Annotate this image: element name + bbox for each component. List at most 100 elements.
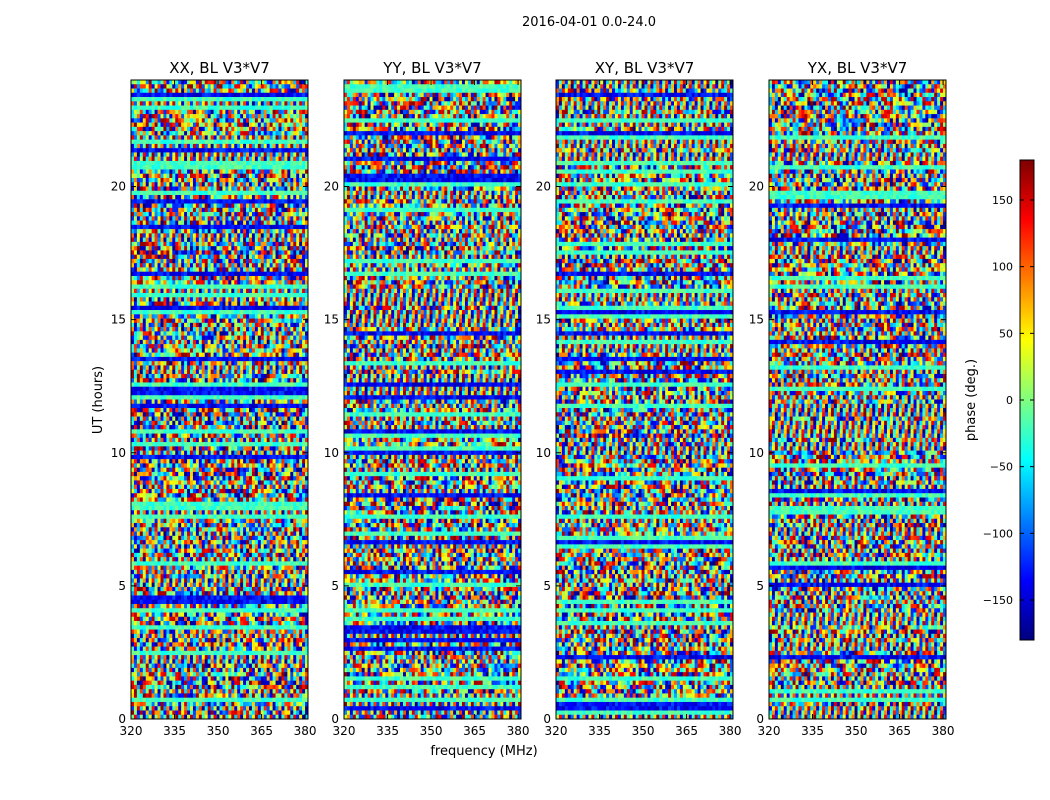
heatmap-cell <box>181 348 184 353</box>
heatmap-cell <box>299 216 302 221</box>
heatmap-cell <box>217 314 220 319</box>
heatmap-cell <box>281 267 284 272</box>
heatmap-cell <box>146 267 149 272</box>
heatmap-cell <box>137 80 140 85</box>
heatmap-cell <box>134 195 137 200</box>
heatmap-cell <box>234 391 237 396</box>
heatmap-cell <box>214 182 217 187</box>
heatmap-cell <box>140 178 143 183</box>
heatmap-cell <box>152 417 155 422</box>
heatmap-cell <box>178 144 181 149</box>
heatmap-cell <box>287 353 290 358</box>
heatmap-cell <box>217 165 220 170</box>
heatmap-cell <box>258 353 261 358</box>
heatmap-cell <box>290 378 293 383</box>
heatmap-cell <box>237 110 240 115</box>
heatmap-cell <box>181 148 184 153</box>
heatmap-cell <box>270 144 273 149</box>
heatmap-cell <box>166 272 169 277</box>
heatmap-cell <box>264 348 267 353</box>
heatmap-cell <box>187 221 190 226</box>
heatmap-cell <box>166 387 169 392</box>
heatmap-cell <box>296 378 299 383</box>
heatmap-cell <box>246 306 249 311</box>
heatmap-cell <box>290 374 293 379</box>
heatmap-cell <box>267 144 270 149</box>
heatmap-cell <box>152 157 155 162</box>
heatmap-cell <box>199 178 202 183</box>
heatmap-cell <box>208 293 211 298</box>
heatmap-cell <box>202 106 205 111</box>
heatmap-cell <box>193 191 196 196</box>
heatmap-cell <box>222 314 225 319</box>
heatmap-cell <box>299 106 302 111</box>
heatmap-cell <box>231 408 234 413</box>
heatmap-cell <box>273 123 276 128</box>
heatmap-cell <box>184 319 187 324</box>
heatmap-cell <box>178 429 181 434</box>
heatmap-cell <box>190 400 193 405</box>
heatmap-cell <box>172 280 175 285</box>
heatmap-cell <box>237 178 240 183</box>
heatmap-cell <box>205 302 208 307</box>
heatmap-cell <box>231 144 234 149</box>
heatmap-cell <box>134 395 137 400</box>
heatmap-cell <box>146 280 149 285</box>
heatmap-cell <box>228 276 231 281</box>
heatmap-cell <box>296 259 299 264</box>
heatmap-cell <box>196 161 199 166</box>
heatmap-cell <box>140 110 143 115</box>
heatmap-cell <box>196 408 199 413</box>
heatmap-cell <box>166 80 169 85</box>
heatmap-cell <box>158 123 161 128</box>
heatmap-cell <box>231 417 234 422</box>
heatmap-cell <box>190 80 193 85</box>
heatmap-cell <box>134 387 137 392</box>
heatmap-cell <box>161 276 164 281</box>
heatmap-cell <box>249 336 252 341</box>
heatmap-cell <box>299 221 302 226</box>
heatmap-cell <box>214 374 217 379</box>
heatmap-cell <box>249 429 252 434</box>
heatmap-cell <box>184 84 187 89</box>
heatmap-cell <box>202 144 205 149</box>
heatmap-cell <box>211 259 214 264</box>
heatmap-cell <box>222 280 225 285</box>
heatmap-cell <box>273 361 276 366</box>
heatmap-cell <box>231 267 234 272</box>
heatmap-cell <box>302 327 305 332</box>
heatmap-cell <box>225 208 228 213</box>
heatmap-cell <box>279 195 282 200</box>
heatmap-cell <box>222 140 225 145</box>
heatmap-cell <box>287 331 290 336</box>
heatmap-cell <box>187 323 190 328</box>
heatmap-cell <box>302 152 305 157</box>
heatmap-cell <box>279 144 282 149</box>
heatmap-cell <box>240 404 243 409</box>
heatmap-cell <box>190 208 193 213</box>
heatmap-cell <box>178 310 181 315</box>
heatmap-cell <box>158 250 161 255</box>
heatmap-cell <box>161 135 164 140</box>
heatmap-cell <box>205 216 208 221</box>
heatmap-cell <box>273 80 276 85</box>
heatmap-cell <box>178 80 181 85</box>
heatmap-cell <box>222 255 225 260</box>
heatmap-cell <box>231 429 234 434</box>
heatmap-cell <box>290 344 293 349</box>
heatmap-cell <box>240 255 243 260</box>
heatmap-cell <box>196 336 199 341</box>
heatmap-cell <box>222 340 225 345</box>
heatmap-cell <box>190 302 193 307</box>
heatmap-cell <box>134 361 137 366</box>
heatmap-cell <box>296 408 299 413</box>
heatmap-cell <box>279 353 282 358</box>
heatmap-cell <box>228 123 231 128</box>
heatmap-cell <box>258 293 261 298</box>
heatmap-cell <box>199 357 202 362</box>
heatmap-cell <box>172 310 175 315</box>
heatmap-cell <box>249 101 252 106</box>
heatmap-cell <box>146 421 149 426</box>
heatmap-cell <box>199 280 202 285</box>
heatmap-cell <box>243 131 246 136</box>
